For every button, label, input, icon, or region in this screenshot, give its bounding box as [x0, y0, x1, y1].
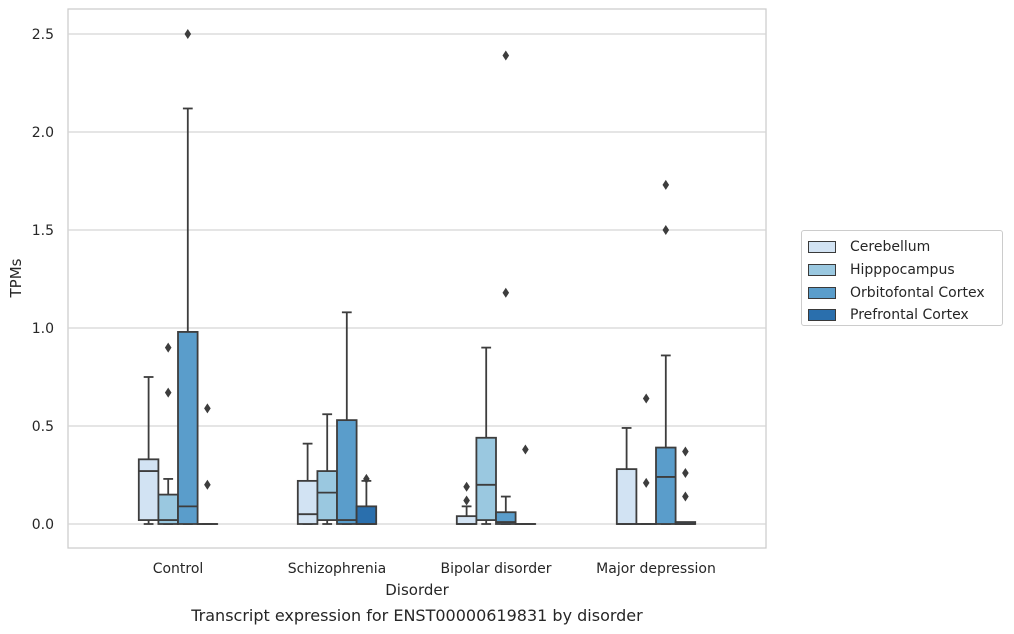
legend: Cerebellum Hipppocampus Orbitofontal Corte…	[801, 230, 1003, 326]
outlier-point	[164, 342, 172, 353]
y-tick-label: 2.5	[32, 27, 54, 43]
y-tick-label: 0.5	[32, 419, 54, 435]
box-body	[475, 436, 497, 521]
legend-item: Hipppocampus	[808, 259, 1002, 282]
legend-swatch	[808, 286, 836, 299]
outlier-point	[662, 225, 670, 235]
x-tick-label: Major depression	[596, 561, 716, 577]
boxes	[137, 29, 697, 525]
box-2-3	[655, 179, 677, 525]
box-1-2	[475, 346, 497, 525]
box-2-0	[177, 29, 199, 525]
box-body	[296, 479, 319, 525]
x-tick-label: Schizophrenia	[288, 561, 386, 577]
legend-label: Hipppocampus	[850, 262, 955, 279]
y-tick-label: 0.0	[32, 517, 54, 533]
x-tick-labels: Control Schizophrenia Bipolar disorder Majo…	[153, 561, 716, 577]
legend-item: Orbitofontal Cortex	[808, 281, 1002, 304]
figure-caption: Transcript expression for ENST0000061983…	[191, 606, 643, 625]
box-body	[316, 470, 338, 521]
outlier-point	[204, 479, 211, 490]
outlier-point	[463, 481, 470, 492]
y-tick-labels: 0.0 0.5 1.0 1.5 2.0 2.5	[32, 27, 54, 533]
x-tick-label: Bipolar disorder	[440, 561, 551, 577]
legend-item: Prefrontal Cortex	[808, 304, 1002, 327]
y-tick-label: 2.0	[32, 125, 54, 141]
box-3-2	[514, 444, 537, 525]
outlier-point	[642, 393, 650, 404]
outlier-point	[522, 444, 529, 455]
box-body	[336, 419, 358, 525]
outlier-point	[682, 468, 689, 479]
outlier-point	[204, 403, 211, 414]
outlier-point	[642, 477, 650, 488]
y-axis-title: TPMs	[7, 258, 25, 298]
box-3-0	[196, 403, 219, 525]
box-body	[495, 511, 517, 525]
outlier-point	[682, 446, 689, 457]
box-2-2	[495, 50, 517, 525]
legend-swatch	[808, 309, 836, 322]
box-body	[615, 468, 638, 525]
box-body	[455, 515, 478, 525]
outlier-point	[184, 29, 192, 39]
y-tick-label: 1.0	[32, 321, 54, 337]
legend-item: Cerebellum	[808, 236, 1002, 259]
box-1-1	[316, 413, 338, 525]
box-0-0	[137, 376, 160, 525]
legend-swatch	[808, 241, 836, 254]
legend-label: Orbitofontal Cortex	[850, 284, 985, 301]
box-0-3	[615, 427, 638, 525]
legend-label: Prefrontal Cortex	[850, 307, 969, 324]
box-body	[655, 446, 677, 525]
outlier-point	[682, 491, 689, 502]
box-3-1	[355, 473, 378, 525]
x-tick-label: Control	[153, 561, 204, 577]
outlier-point	[502, 287, 510, 298]
box-2-1	[336, 311, 358, 525]
legend-swatch	[808, 264, 836, 277]
box-body	[355, 505, 378, 525]
box-3-3	[674, 446, 697, 525]
y-tick-label: 1.5	[32, 223, 54, 239]
outlier-point	[164, 387, 172, 398]
legend-label: Cerebellum	[850, 239, 931, 256]
x-axis-title: Disorder	[385, 581, 449, 599]
outlier-point	[463, 495, 470, 506]
box-body	[177, 331, 199, 525]
outlier-point	[363, 473, 370, 484]
box-body	[137, 458, 160, 521]
outlier-point	[502, 50, 510, 61]
outlier-point	[662, 179, 670, 190]
